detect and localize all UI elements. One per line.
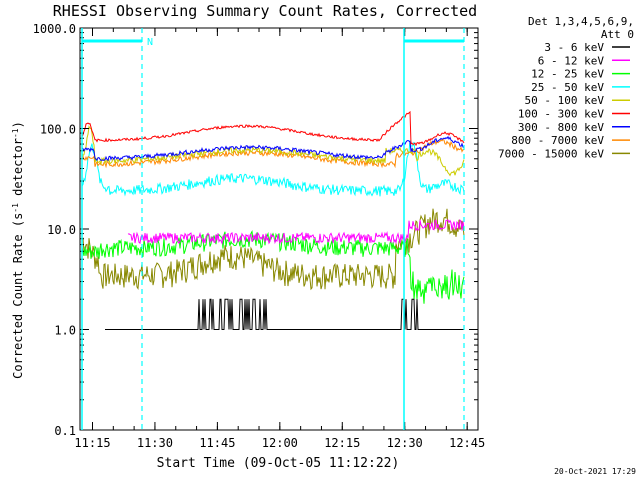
- legend-header-line2: Att 0: [601, 28, 634, 41]
- y-tick-label: 1.0: [54, 324, 76, 338]
- legend-entry-label: 300 - 800 keV: [518, 121, 604, 134]
- x-tick-label: 11:15: [74, 436, 110, 450]
- night-marker-label: N: [147, 37, 153, 48]
- x-tick-label: 12:15: [324, 436, 360, 450]
- x-tick-label: 12:00: [262, 436, 298, 450]
- series-line-25-50-kev: [81, 140, 465, 197]
- series-line-3-6-kev: [105, 298, 464, 330]
- x-axis-label: Start Time (09-Oct-05 11:12:22): [157, 456, 400, 471]
- series-line-300-800-kev: [81, 135, 465, 162]
- x-tick-label: 11:45: [199, 436, 235, 450]
- y-tick-label: 10.0: [47, 223, 76, 237]
- y-axis-label: Corrected Count Rate (s-1 detector-1): [11, 121, 26, 379]
- legend-header-line1: Det 1,3,4,5,6,9,: [528, 15, 634, 28]
- legend-entry-label: 50 - 100 keV: [525, 94, 605, 107]
- legend-entry-label: 7000 - 15000 keV: [498, 147, 604, 160]
- series-line-12-25-kev: [81, 230, 465, 304]
- x-tick-label: 12:30: [387, 436, 423, 450]
- chart-title: RHESSI Observing Summary Count Rates, Co…: [53, 2, 477, 20]
- legend-entry-label: 3 - 6 keV: [544, 41, 604, 54]
- legend-entry-label: 100 - 300 keV: [518, 108, 604, 121]
- legend-entry-label: 25 - 50 keV: [531, 81, 604, 94]
- legend-entry-label: 800 - 7000 keV: [511, 134, 604, 147]
- legend-entry-label: 6 - 12 keV: [538, 54, 605, 67]
- y-tick-label: 1000.0: [33, 22, 76, 36]
- y-tick-label: 100.0: [40, 123, 76, 137]
- series-line-7000-15000-kev: [81, 208, 465, 291]
- plot-frame: [79, 27, 479, 431]
- footer-timestamp: 20-Oct-2021 17:29: [554, 467, 636, 476]
- x-tick-label: 11:30: [137, 436, 173, 450]
- series-line-800-7000-kev: [81, 138, 465, 169]
- series-line-50-100-kev: [81, 125, 465, 177]
- series-line-100-300-kev: [81, 110, 465, 147]
- series-line-6-12-kev: [127, 219, 465, 246]
- legend-entry-label: 12 - 25 keV: [531, 68, 604, 81]
- y-tick-label: 0.1: [54, 424, 76, 438]
- x-tick-label: 12:45: [449, 436, 485, 450]
